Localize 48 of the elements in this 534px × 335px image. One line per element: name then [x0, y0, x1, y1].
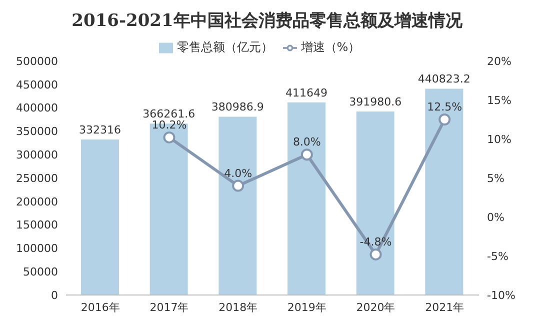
bar: [288, 102, 326, 295]
x-tick-label: 2016年: [80, 300, 120, 314]
y2-tick-label: 15%: [487, 94, 512, 107]
bar: [218, 116, 257, 295]
point: [438, 114, 451, 126]
x-tick-label: 2021年: [425, 300, 464, 314]
y-tick-label: 200000: [16, 195, 58, 208]
y-tick-label: 250000: [16, 172, 58, 185]
x-tick-label: 2019年: [287, 300, 326, 314]
data-label: 8.0%: [292, 136, 321, 149]
y2-tick-label: -10%: [487, 288, 516, 302]
y2-tick-label: -5%: [487, 250, 508, 263]
y-tick-label: 100000: [16, 242, 58, 256]
y-tick-label: 350000: [16, 125, 58, 138]
legend-label: 零售总额（亿元）: [176, 40, 273, 54]
y-tick-label: 450000: [16, 78, 58, 92]
data-label: -4.8%: [360, 235, 392, 248]
legend-label: 增速（%）: [300, 40, 360, 54]
point: [163, 131, 176, 144]
x-tick-label: 2020年: [356, 300, 396, 314]
y2-tick-label: 10%: [487, 132, 512, 146]
chart-title: 2016-2021年中国社会消费品零售总额及增速情况: [70, 10, 464, 33]
bar: [425, 88, 464, 295]
y-tick-label: 300000: [16, 148, 58, 162]
x-tick-label: 2018年: [218, 300, 258, 314]
data-label: 411649: [286, 86, 328, 100]
data-label: 332316: [79, 123, 121, 136]
y2-tick-label: 5%: [487, 172, 504, 185]
y-tick-label: 500000: [16, 54, 58, 68]
data-label: 440823.2: [418, 72, 470, 86]
point: [370, 248, 382, 260]
y-tick-label: 0: [51, 288, 58, 302]
data-label: 391980.6: [349, 96, 402, 109]
data-label: 4.0%: [224, 166, 252, 180]
data-label: 366261.6: [142, 108, 196, 121]
point: [300, 148, 313, 161]
y-tick-label: 50000: [23, 266, 58, 279]
x-tick-label: 2017年: [150, 300, 189, 314]
data-label: 12.5%: [427, 100, 462, 114]
y2-tick-label: 0%: [487, 210, 504, 224]
data-label: 380986.9: [211, 100, 264, 114]
bar: [81, 139, 119, 295]
bar: [356, 112, 394, 295]
y2-tick-label: 20%: [487, 54, 512, 68]
point: [232, 180, 244, 192]
data-label: 10.2%: [152, 118, 187, 132]
y-tick-label: 400000: [16, 102, 58, 115]
y-tick-label: 150000: [16, 218, 58, 232]
